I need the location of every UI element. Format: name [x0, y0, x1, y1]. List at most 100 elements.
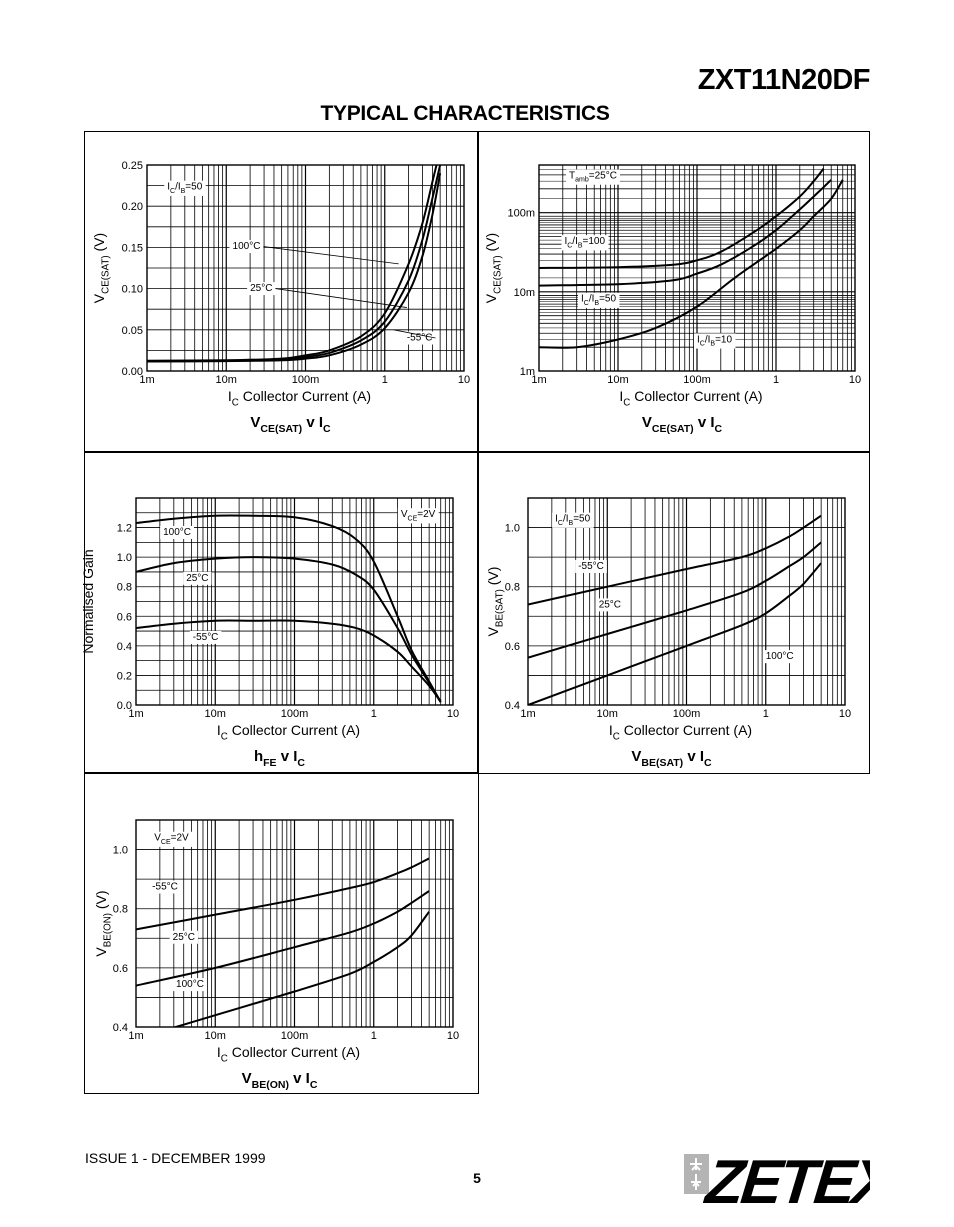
x-tick-label: 1m — [520, 708, 535, 720]
section-title: TYPICAL CHARACTERISTICS — [320, 102, 610, 125]
annotation: VCE=2V — [397, 508, 439, 524]
zetex-logo: ZETEX — [684, 1148, 870, 1206]
y-tick-label: 0.00 — [122, 366, 143, 378]
annotation: 100°C — [160, 525, 195, 539]
annotation-box — [552, 512, 594, 528]
panel-vbeon: VCE=2V -55°C 25°C 100°C 1m 10m 100m 1 10 0.4 0.6 0.… — [84, 772, 479, 1094]
annotation-label: IC/IB=10 — [697, 334, 732, 347]
annotation: 25°C — [247, 282, 407, 308]
chart-title: VBE(SAT) v IC — [631, 748, 712, 769]
annotation: 25°C — [595, 598, 625, 612]
y-axis-label: VCE(SAT) (V) — [91, 233, 111, 303]
annotation-label: -55°C — [407, 333, 433, 344]
chart-vbesat: IC/IB=50 -55°C 25°C 100°C 1m 10m 100m 1 10 0.4 0.6… — [485, 497, 851, 769]
y-tick-label: 0.10 — [122, 284, 143, 296]
x-tick-label: 10m — [607, 374, 628, 386]
annotation-box — [397, 508, 439, 524]
annotation-box — [575, 559, 607, 573]
annotation-label: 100°C — [233, 241, 261, 252]
annotation-label: -55°C — [193, 632, 219, 643]
annotation-leader — [275, 288, 407, 308]
y-tick-label: 0.8 — [117, 582, 132, 594]
x-tick-label: 1 — [371, 708, 377, 720]
y-tick-label: 0.15 — [122, 242, 143, 254]
x-tick-label: 1 — [371, 1030, 377, 1042]
x-tick-label: 1 — [763, 708, 769, 720]
y-tick-label: 1.0 — [505, 523, 520, 535]
annotation-leader — [393, 329, 436, 339]
panel-vbesat: IC/IB=50 -55°C 25°C 100°C 1m 10m 100m 1 10 0.4 0.6… — [477, 451, 870, 774]
y-tick-label: 0.8 — [113, 904, 128, 916]
x-tick-label: 10m — [205, 708, 226, 720]
annotation: 100°C — [173, 978, 207, 992]
x-tick-label: 1m — [128, 708, 143, 720]
grid-lines — [136, 498, 453, 705]
x-tick-label: 10 — [447, 1030, 459, 1042]
y-tick-label: 0.4 — [113, 1022, 128, 1034]
annotation-box — [247, 282, 276, 296]
series-line — [147, 173, 442, 363]
y-tick-label: 0.25 — [122, 160, 143, 172]
annotation: IC/IB=50 — [164, 180, 206, 196]
annotation-box — [762, 650, 797, 664]
series-line — [136, 857, 430, 931]
chart-title: VCE(SAT) v IC — [250, 414, 331, 435]
y-tick-label: 10m — [514, 287, 535, 299]
x-tick-label: 10m — [205, 1030, 226, 1042]
annotation-label: 25°C — [599, 599, 621, 610]
annotation-box — [173, 978, 207, 992]
annotation-box — [403, 331, 436, 345]
x-axis-label: IC Collector Current (A) — [217, 722, 360, 742]
chart-hfe: VCE=2V 100°C 25°C -55°C 1m 10m 100m 1 10 0.0 0.2 0.… — [80, 497, 459, 769]
logo-wordmark: ZETEX — [701, 1148, 870, 1206]
y-tick-label: 0.2 — [117, 670, 132, 682]
annotation-box — [561, 235, 609, 251]
plot-frame — [135, 497, 454, 706]
annotation: -55°C — [149, 880, 181, 894]
y-tick-label: 1m — [520, 366, 535, 378]
annotation-label: 25°C — [250, 283, 272, 294]
annotation: IC/IB=100 — [561, 235, 609, 251]
annotation-box — [183, 571, 212, 585]
series-line — [539, 179, 832, 287]
panel-vcesat-log: Tamb=25°C IC/IB=100 IC/IB=50 IC/IB=10 1m 10m 1… — [477, 131, 870, 453]
annotation-label: 100°C — [163, 527, 191, 538]
x-tick-label: 1m — [128, 1030, 143, 1042]
y-tick-label: 0.6 — [113, 963, 128, 975]
grid-lines — [528, 498, 845, 705]
chart-vcesat-linear: IC/IB=50 100°C 25°C -55°C 1m 10m 100m 1 10 0.00 0.… — [91, 160, 470, 435]
series-line — [539, 167, 825, 269]
x-tick-label: 1 — [382, 374, 388, 386]
y-tick-label: 0.20 — [122, 201, 143, 213]
x-axis-label: IC Collector Current (A) — [609, 722, 752, 742]
x-tick-label: 1m — [531, 374, 546, 386]
annotation: IC/IB=50 — [577, 292, 620, 308]
annotation-box — [169, 930, 198, 944]
y-tick-label: 0.4 — [505, 700, 520, 712]
x-axis-label: IC Collector Current (A) — [228, 388, 371, 408]
annotation-label: IC/IB=50 — [555, 514, 590, 527]
annotation-box — [164, 180, 206, 196]
part-number: ZXT11N20DF — [697, 64, 871, 96]
annotation-label: VCE=2V — [401, 509, 436, 522]
y-axis-label: Normalised Gain — [80, 549, 96, 653]
series-line — [172, 911, 430, 1027]
annotation: Tamb=25°C — [566, 169, 620, 185]
annotation: IC/IB=50 — [552, 512, 594, 528]
panel-hfe: VCE=2V 100°C 25°C -55°C 1m 10m 100m 1 10 0.0 0.2 0.… — [80, 451, 479, 774]
annotation-label: -55°C — [578, 561, 604, 572]
x-tick-label: 1 — [773, 374, 779, 386]
x-tick-label: 10m — [597, 708, 618, 720]
annotation-label: Tamb=25°C — [569, 171, 617, 184]
y-tick-label: 0.6 — [117, 611, 132, 623]
x-axis-label: IC Collector Current (A) — [217, 1044, 360, 1064]
y-axis-label: VBE(SAT) (V) — [485, 567, 505, 637]
annotation-box — [160, 525, 195, 539]
x-tick-label: 100m — [673, 708, 701, 720]
annotation: 25°C — [183, 571, 212, 585]
x-tick-label: 10 — [839, 708, 851, 720]
issue-date: ISSUE 1 - DECEMBER 1999 — [85, 1150, 266, 1166]
y-tick-label: 100m — [507, 208, 535, 220]
x-axis-label: IC Collector Current (A) — [619, 388, 762, 408]
annotation-label: -55°C — [152, 881, 178, 892]
